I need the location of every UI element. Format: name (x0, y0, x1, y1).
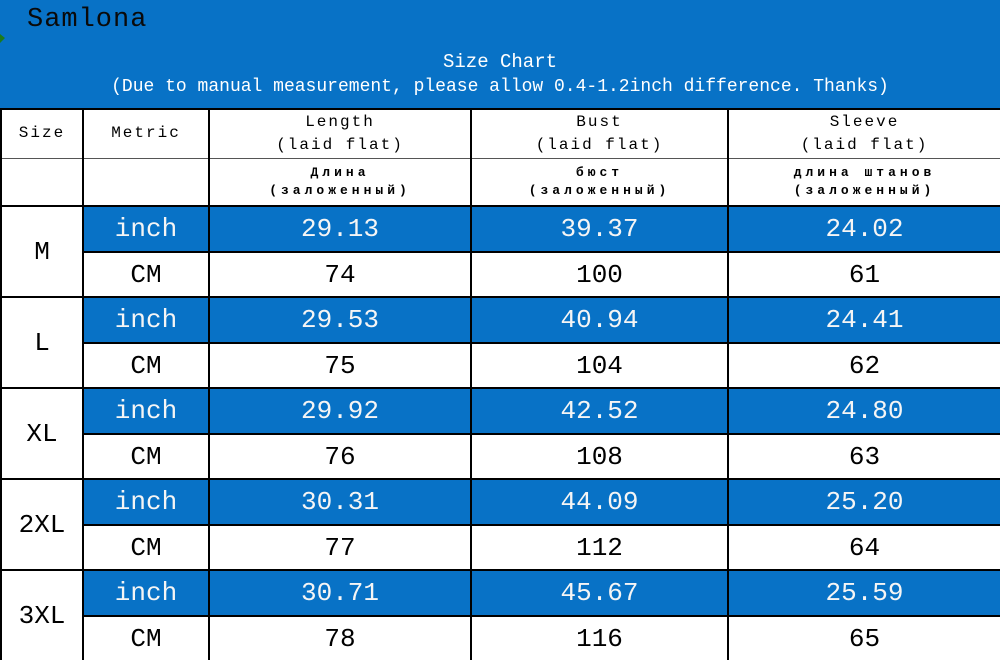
banner: Samlona Size Chart (Due to manual measur… (0, 0, 1000, 108)
size-table: Size Metric Length (laid flat) Bust (lai… (0, 108, 1000, 660)
value-cell-xl-cm-0: 76 (208, 433, 472, 480)
value-cell-xl-cm-2: 63 (727, 433, 1000, 480)
size-cell-3xl: 3XL (0, 569, 84, 660)
value-cell-3xl-inch-0: 30.71 (208, 569, 472, 617)
column-header-row: Size Metric Length (laid flat) Bust (lai… (0, 108, 1000, 159)
unit-cell-cm-m: CM (82, 251, 210, 298)
ru-header-sleeve: длина штанов (заложенный) (727, 157, 1000, 207)
value-cell-2xl-inch-0: 30.31 (208, 478, 472, 526)
header-label: Bust (576, 112, 623, 131)
col-header-sleeve: Sleeve (laid flat) (727, 108, 1000, 159)
ru-header-length: Длина (заложенный) (208, 157, 472, 207)
header-label: Length (305, 112, 375, 131)
unit-cell-inch-3xl: inch (82, 569, 210, 617)
unit-cell-cm-l: CM (82, 342, 210, 389)
value-cell-2xl-cm-0: 77 (208, 524, 472, 571)
header-ru-label: бюст (575, 164, 624, 180)
value-cell-2xl-inch-2: 25.20 (727, 478, 1000, 526)
value-cell-3xl-cm-1: 116 (470, 615, 729, 660)
col-header-size: Size (0, 108, 84, 159)
header-ru-sublabel: (заложенный) (269, 182, 411, 198)
value-cell-xl-inch-0: 29.92 (208, 387, 472, 435)
value-cell-m-inch-1: 39.37 (470, 205, 729, 253)
value-cell-3xl-cm-2: 65 (727, 615, 1000, 660)
header-ru-sublabel: (заложенный) (793, 182, 936, 198)
inch-row-3xl: 3XL inch 30.71 45.67 25.59 (0, 569, 1000, 660)
brand-name: Samlona (27, 5, 148, 35)
inch-row-xl: XL inch 29.92 42.52 24.80 (0, 387, 1000, 480)
size-cell-xl: XL (0, 387, 84, 480)
header-ru-label: длина штанов (793, 164, 936, 180)
cm-row-xl: CM 76 108 63 (1, 433, 1000, 480)
value-cell-xl-cm-1: 108 (470, 433, 729, 480)
header-ru-label: Длина (310, 164, 370, 180)
value-cell-xl-inch-2: 24.80 (727, 387, 1000, 435)
col-header-bust: Bust (laid flat) (470, 108, 729, 159)
value-cell-m-cm-2: 61 (727, 251, 1000, 298)
header-label: Metric (111, 124, 181, 143)
unit-cell-inch-xl: inch (82, 387, 210, 435)
header-sublabel: (laid flat) (535, 135, 664, 154)
chart-title: Size Chart (442, 51, 558, 73)
value-cell-2xl-cm-2: 64 (727, 524, 1000, 571)
value-cell-m-cm-0: 74 (208, 251, 472, 298)
unit-cell-inch-m: inch (82, 205, 210, 253)
value-cell-m-inch-0: 29.13 (208, 205, 472, 253)
table-head: Size Metric Length (laid flat) Bust (lai… (0, 108, 1000, 207)
col-header-length: Length (laid flat) (208, 108, 472, 159)
size-cell-m: M (0, 205, 84, 298)
chart-subtitle: (Due to manual measurement, please allow… (111, 77, 889, 97)
value-cell-3xl-cm-0: 78 (208, 615, 472, 660)
size-cell-2xl: 2XL (0, 478, 84, 571)
value-cell-l-inch-0: 29.53 (208, 296, 472, 344)
green-corner-mark (0, 34, 5, 43)
header-sublabel: (laid flat) (276, 135, 404, 154)
ru-header-size-empty (0, 157, 84, 207)
value-cell-2xl-inch-1: 44.09 (470, 478, 729, 526)
unit-cell-cm-3xl: CM (82, 615, 210, 660)
cm-row-l: CM 75 104 62 (1, 342, 1000, 389)
cm-row-m: CM 74 100 61 (1, 251, 1000, 298)
value-cell-l-cm-0: 75 (208, 342, 472, 389)
ru-header-metric-empty (82, 157, 210, 207)
value-cell-xl-inch-1: 42.52 (470, 387, 729, 435)
russian-header-row: Длина (заложенный) бюст (заложенный) дли… (0, 157, 1000, 207)
value-cell-m-inch-2: 24.02 (727, 205, 1000, 253)
cm-row-2xl: CM 77 112 64 (1, 524, 1000, 571)
header-sublabel: (laid flat) (800, 135, 929, 154)
value-cell-2xl-cm-1: 112 (470, 524, 729, 571)
inch-row-2xl: 2XL inch 30.31 44.09 25.20 (0, 478, 1000, 571)
cm-row-3xl: CM 78 116 65 (1, 615, 1000, 660)
unit-cell-cm-xl: CM (82, 433, 210, 480)
value-cell-l-inch-1: 40.94 (470, 296, 729, 344)
value-cell-3xl-inch-1: 45.67 (470, 569, 729, 617)
header-label: Size (18, 124, 66, 143)
value-cell-l-inch-2: 24.41 (727, 296, 1000, 344)
header-label: Sleeve (829, 112, 900, 131)
unit-cell-inch-2xl: inch (82, 478, 210, 526)
unit-cell-inch-l: inch (82, 296, 210, 344)
value-cell-l-cm-1: 104 (470, 342, 729, 389)
size-cell-l: L (0, 296, 84, 389)
col-header-metric: Metric (82, 108, 210, 159)
value-cell-m-cm-1: 100 (470, 251, 729, 298)
header-ru-sublabel: (заложенный) (528, 182, 671, 198)
value-cell-3xl-inch-2: 25.59 (727, 569, 1000, 617)
value-cell-l-cm-2: 62 (727, 342, 1000, 389)
unit-cell-cm-2xl: CM (82, 524, 210, 571)
ru-header-bust: бюст (заложенный) (470, 157, 729, 207)
